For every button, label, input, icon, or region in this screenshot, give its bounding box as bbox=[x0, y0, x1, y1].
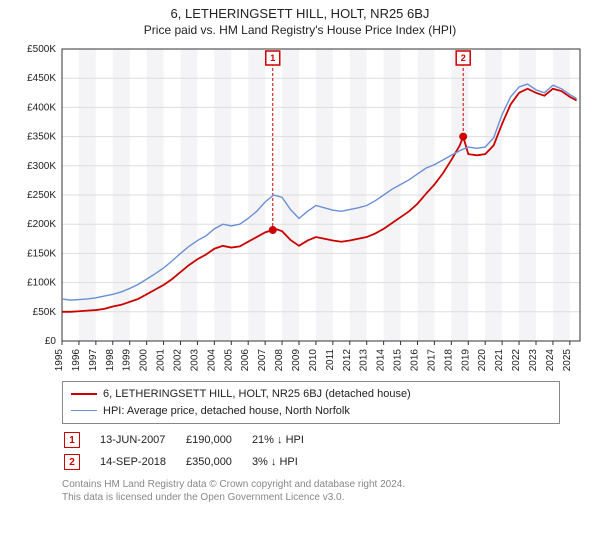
svg-text:2025: 2025 bbox=[562, 349, 573, 372]
svg-text:£450K: £450K bbox=[27, 73, 56, 84]
footer-note: Contains HM Land Registry data © Crown c… bbox=[62, 478, 560, 504]
svg-text:2010: 2010 bbox=[308, 349, 319, 372]
svg-text:2004: 2004 bbox=[206, 349, 217, 372]
svg-text:2015: 2015 bbox=[393, 349, 404, 372]
marker-price: £350,000 bbox=[186, 452, 250, 472]
svg-text:£150K: £150K bbox=[27, 248, 56, 259]
svg-text:2001: 2001 bbox=[156, 349, 167, 372]
svg-text:2003: 2003 bbox=[189, 349, 200, 372]
svg-text:2020: 2020 bbox=[477, 349, 488, 372]
legend-label: HPI: Average price, detached house, Nort… bbox=[103, 403, 350, 420]
marker-date: 13-JUN-2007 bbox=[100, 430, 184, 450]
svg-text:1998: 1998 bbox=[105, 349, 116, 372]
svg-text:2002: 2002 bbox=[172, 349, 183, 372]
svg-text:2011: 2011 bbox=[325, 349, 336, 371]
marker-price: £190,000 bbox=[186, 430, 250, 450]
marker-box: 1 bbox=[64, 432, 80, 448]
title-main: 6, LETHERINGSETT HILL, HOLT, NR25 6BJ bbox=[10, 6, 590, 21]
legend-swatch bbox=[71, 393, 97, 395]
footer-line: Contains HM Land Registry data © Crown c… bbox=[62, 478, 560, 491]
svg-text:2016: 2016 bbox=[409, 349, 420, 372]
svg-text:2012: 2012 bbox=[342, 349, 353, 372]
svg-text:2009: 2009 bbox=[291, 349, 302, 372]
svg-text:1995: 1995 bbox=[54, 349, 65, 372]
svg-text:2022: 2022 bbox=[511, 349, 522, 372]
svg-text:£200K: £200K bbox=[27, 219, 56, 230]
chart: £0 £50K £100K £150K £200K £250K £300K £350K £400… bbox=[10, 45, 590, 375]
svg-text:£300K: £300K bbox=[27, 161, 56, 172]
svg-text:2024: 2024 bbox=[545, 349, 556, 372]
svg-text:£250K: £250K bbox=[27, 190, 56, 201]
svg-text:2018: 2018 bbox=[443, 349, 454, 372]
svg-text:2008: 2008 bbox=[274, 349, 285, 372]
svg-text:1996: 1996 bbox=[71, 349, 82, 372]
legend-label: 6, LETHERINGSETT HILL, HOLT, NR25 6BJ (d… bbox=[103, 386, 411, 403]
legend-row: 6, LETHERINGSETT HILL, HOLT, NR25 6BJ (d… bbox=[71, 386, 551, 403]
footer-line: This data is licensed under the Open Gov… bbox=[62, 491, 560, 504]
marker-box: 2 bbox=[64, 454, 80, 470]
title-sub: Price paid vs. HM Land Registry's House … bbox=[10, 23, 590, 37]
svg-text:2006: 2006 bbox=[240, 349, 251, 372]
svg-text:£0: £0 bbox=[45, 336, 57, 347]
svg-text:£400K: £400K bbox=[27, 102, 56, 113]
svg-text:2019: 2019 bbox=[460, 349, 471, 372]
markers-table: 1 13-JUN-2007£190,00021% ↓ HPI 2 14-SEP-201… bbox=[62, 428, 324, 474]
table-row: 1 13-JUN-2007£190,00021% ↓ HPI bbox=[64, 430, 322, 450]
svg-text:2023: 2023 bbox=[528, 349, 539, 372]
svg-text:2021: 2021 bbox=[494, 349, 505, 372]
svg-text:£500K: £500K bbox=[27, 45, 56, 55]
svg-text:1999: 1999 bbox=[122, 349, 133, 372]
svg-text:2000: 2000 bbox=[139, 349, 150, 372]
svg-text:2017: 2017 bbox=[426, 349, 437, 372]
svg-text:2014: 2014 bbox=[376, 349, 387, 372]
svg-text:£50K: £50K bbox=[33, 307, 57, 318]
svg-text:1997: 1997 bbox=[88, 349, 99, 372]
svg-text:1: 1 bbox=[270, 53, 275, 63]
chart-svg: £0 £50K £100K £150K £200K £250K £300K £350K £400… bbox=[10, 45, 590, 375]
legend-swatch bbox=[71, 410, 97, 411]
svg-text:2013: 2013 bbox=[359, 349, 370, 372]
marker-delta: 3% ↓ HPI bbox=[252, 452, 322, 472]
marker-delta: 21% ↓ HPI bbox=[252, 430, 322, 450]
svg-text:2: 2 bbox=[461, 53, 466, 63]
svg-text:2007: 2007 bbox=[257, 349, 268, 372]
svg-text:£350K: £350K bbox=[27, 132, 56, 143]
svg-text:£100K: £100K bbox=[27, 278, 56, 289]
svg-text:2005: 2005 bbox=[223, 349, 234, 372]
table-row: 2 14-SEP-2018£350,0003% ↓ HPI bbox=[64, 452, 322, 472]
legend-row: HPI: Average price, detached house, Nort… bbox=[71, 403, 551, 420]
marker-date: 14-SEP-2018 bbox=[100, 452, 184, 472]
legend: 6, LETHERINGSETT HILL, HOLT, NR25 6BJ (d… bbox=[62, 381, 560, 424]
